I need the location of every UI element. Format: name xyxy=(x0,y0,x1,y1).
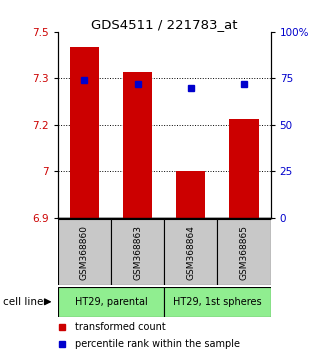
Text: GSM368865: GSM368865 xyxy=(240,225,248,280)
Bar xyxy=(58,287,164,317)
Text: HT29, parental: HT29, parental xyxy=(75,297,147,307)
Text: percentile rank within the sample: percentile rank within the sample xyxy=(75,339,240,349)
Text: HT29, 1st spheres: HT29, 1st spheres xyxy=(173,297,262,307)
Bar xyxy=(176,171,205,218)
Bar xyxy=(229,119,259,218)
Bar xyxy=(123,72,152,218)
Text: GSM368864: GSM368864 xyxy=(186,225,195,280)
Text: GSM368863: GSM368863 xyxy=(133,225,142,280)
Title: GDS4511 / 221783_at: GDS4511 / 221783_at xyxy=(91,18,237,31)
Bar xyxy=(58,219,111,285)
Bar xyxy=(164,219,217,285)
Text: transformed count: transformed count xyxy=(75,322,166,332)
Bar xyxy=(70,47,99,218)
Text: GSM368860: GSM368860 xyxy=(80,225,89,280)
Bar xyxy=(217,219,271,285)
Text: cell line: cell line xyxy=(3,297,44,307)
Bar xyxy=(111,219,164,285)
Bar xyxy=(164,287,271,317)
